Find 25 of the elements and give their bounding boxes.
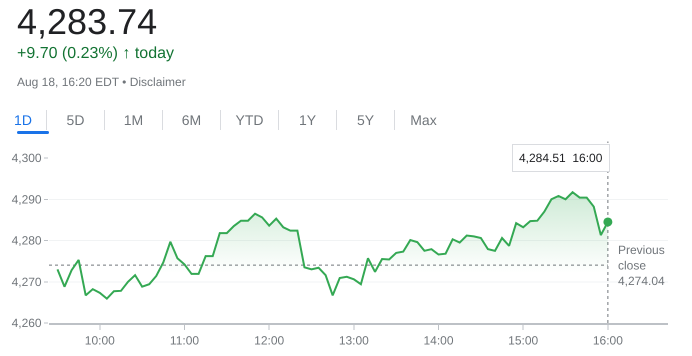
x-tick-label: 10:00	[84, 333, 116, 348]
x-tick-label: 12:00	[254, 333, 284, 348]
y-tick-label: 4,290	[12, 192, 42, 206]
y-tick-label: 4,280	[12, 234, 42, 248]
x-tick-label: 13:00	[338, 333, 370, 348]
text: 6M	[162, 110, 220, 130]
x-tick-label: 15:00	[508, 333, 539, 348]
text: Aug 18, 16:20 EDT • Disclaimer	[17, 75, 186, 89]
text: 1D	[13, 111, 33, 130]
y-tick-label: 4,270	[12, 274, 42, 289]
annotation: 4,284.51 16:00	[519, 151, 603, 165]
x-tick-label: 11:00	[170, 333, 200, 348]
chart-subtitle: +9.70 (0.23%) ↑ today	[17, 45, 174, 63]
text: 5D	[46, 110, 104, 130]
x-tick-label: 16:00	[592, 333, 624, 348]
y-tick-label: 4,260	[12, 316, 42, 330]
text: 5Y	[336, 110, 394, 130]
x-tick-label: 14:00	[424, 333, 454, 348]
y-tick-label: 4,300	[12, 151, 42, 166]
text: YTD	[220, 110, 278, 130]
ref-line-label: Previous close 4,274.04	[618, 243, 666, 288]
text: 1M	[104, 110, 162, 130]
text: Max	[394, 110, 452, 130]
text: 1Y	[278, 110, 336, 130]
chart-title: 4,283.74	[17, 1, 158, 42]
